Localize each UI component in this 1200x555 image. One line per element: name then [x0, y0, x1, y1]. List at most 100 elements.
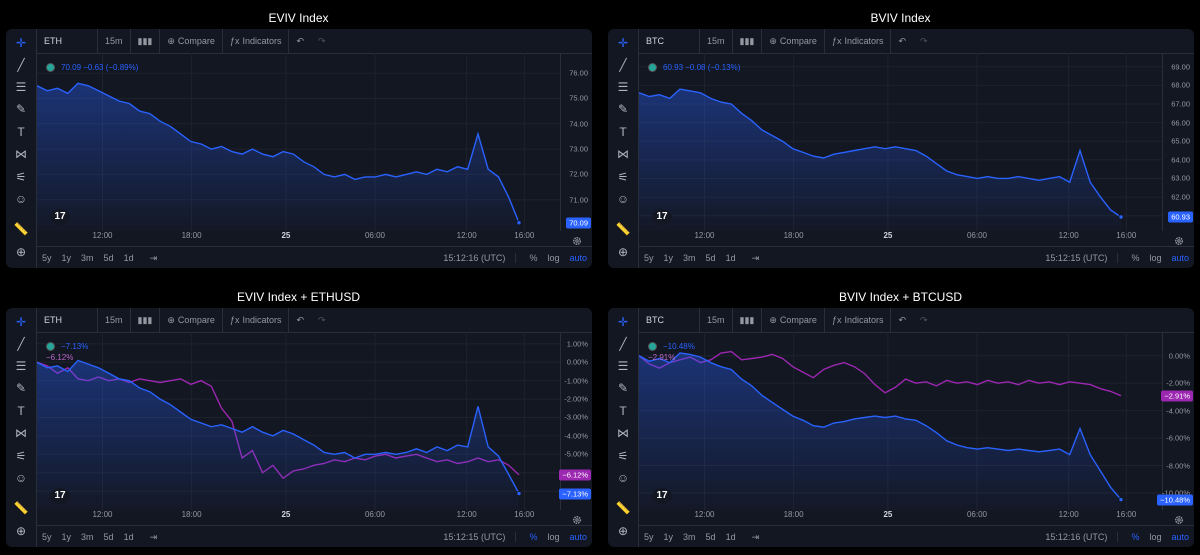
range-button[interactable]: 1d	[123, 253, 134, 263]
forecast-icon[interactable]: ⚟	[15, 170, 27, 184]
trend-line-icon[interactable]: ╱	[619, 58, 627, 72]
undo-button[interactable]: ↶	[891, 29, 913, 53]
brush-icon[interactable]: ✎	[617, 381, 629, 395]
zoom-icon[interactable]: ⊕	[617, 524, 629, 538]
undo-button[interactable]: ↶	[289, 308, 311, 332]
text-icon[interactable]: T	[17, 404, 25, 418]
indicators-button[interactable]: ƒx Indicators	[825, 29, 892, 53]
redo-button[interactable]: ↷	[311, 308, 333, 332]
chart-type-button[interactable]: ▮▮▮	[733, 29, 763, 53]
settings-gear-icon[interactable]	[1174, 233, 1184, 251]
chart-type-button[interactable]: ▮▮▮	[131, 308, 161, 332]
chart-plot[interactable]	[37, 332, 561, 510]
compare-button[interactable]: ⊕ Compare	[160, 29, 223, 53]
crosshair-icon[interactable]: ✛	[15, 36, 27, 50]
fib-icon[interactable]: ☰	[617, 80, 629, 94]
range-button[interactable]: 5y	[644, 532, 654, 542]
range-button[interactable]: 3m	[81, 253, 94, 263]
range-button[interactable]: 5y	[42, 532, 52, 542]
pattern-icon[interactable]: ⋈	[15, 426, 27, 440]
brush-icon[interactable]: ✎	[15, 102, 27, 116]
range-button[interactable]: 1y	[663, 532, 674, 542]
log-scale-toggle[interactable]: log	[1149, 532, 1162, 542]
symbol-button[interactable]: ETH	[37, 308, 98, 332]
percent-scale-toggle[interactable]: %	[1131, 253, 1140, 263]
undo-button[interactable]: ↶	[289, 29, 311, 53]
timezone-clock[interactable]: 15:12:15 (UTC)	[1040, 253, 1119, 263]
range-button[interactable]: 5d	[103, 253, 114, 263]
redo-button[interactable]: ↷	[913, 29, 935, 53]
redo-button[interactable]: ↷	[311, 29, 333, 53]
pattern-icon[interactable]: ⋈	[617, 147, 629, 161]
settings-gear-icon[interactable]	[1174, 512, 1184, 530]
ruler-icon[interactable]: 📏	[615, 501, 631, 515]
crosshair-icon[interactable]: ✛	[15, 315, 27, 329]
pattern-icon[interactable]: ⋈	[15, 147, 27, 161]
time-axis[interactable]: 12:00 18:00 25 06:00 12:00 16:00	[639, 510, 1163, 524]
chart-plot[interactable]	[639, 53, 1163, 231]
time-axis[interactable]: 12:00 18:00 25 06:00 12:00 16:00	[37, 510, 561, 524]
percent-scale-toggle[interactable]: %	[1131, 532, 1140, 542]
goto-date-icon[interactable]: ⇥	[751, 252, 760, 263]
range-button[interactable]: 5d	[705, 532, 716, 542]
indicators-button[interactable]: ƒx Indicators	[223, 308, 290, 332]
percent-scale-toggle[interactable]: %	[529, 253, 538, 263]
price-axis[interactable]: 1.00% 0.00% -1.00% -2.00% -3.00% -4.00% -5.00%…	[559, 332, 592, 510]
range-button[interactable]: 3m	[683, 253, 696, 263]
text-icon[interactable]: T	[619, 404, 627, 418]
log-scale-toggle[interactable]: log	[547, 532, 560, 542]
range-button[interactable]: 5d	[103, 532, 114, 542]
range-button[interactable]: 5d	[705, 253, 716, 263]
chart-plot[interactable]	[37, 53, 561, 231]
range-button[interactable]: 1d	[725, 532, 736, 542]
range-button[interactable]: 1d	[725, 253, 736, 263]
auto-scale-toggle[interactable]: auto	[1171, 253, 1189, 263]
redo-button[interactable]: ↷	[913, 308, 935, 332]
range-button[interactable]: 1y	[61, 253, 72, 263]
forecast-icon[interactable]: ⚟	[617, 449, 629, 463]
symbol-button[interactable]: BTC	[639, 308, 700, 332]
goto-date-icon[interactable]: ⇥	[149, 252, 158, 263]
interval-button[interactable]: 15m	[98, 29, 131, 53]
log-scale-toggle[interactable]: log	[1149, 253, 1162, 263]
interval-button[interactable]: 15m	[700, 308, 733, 332]
range-button[interactable]: 1y	[61, 532, 72, 542]
range-button[interactable]: 3m	[81, 532, 94, 542]
range-button[interactable]: 5y	[42, 253, 52, 263]
compare-button[interactable]: ⊕ Compare	[762, 29, 825, 53]
price-axis[interactable]: 69.00 68.00 67.00 66.00 65.00 64.00 63.00 62.00…	[1162, 53, 1194, 231]
chart-type-button[interactable]: ▮▮▮	[733, 308, 763, 332]
indicators-button[interactable]: ƒx Indicators	[223, 29, 290, 53]
ruler-icon[interactable]: 📏	[13, 222, 29, 236]
timezone-clock[interactable]: 15:12:16 (UTC)	[1040, 532, 1119, 542]
text-icon[interactable]: T	[17, 125, 25, 139]
fib-icon[interactable]: ☰	[617, 359, 629, 373]
time-axis[interactable]: 12:00 18:00 25 06:00 12:00 16:00	[37, 231, 561, 245]
percent-scale-toggle[interactable]: %	[529, 532, 538, 542]
ruler-icon[interactable]: 📏	[615, 222, 631, 236]
pattern-icon[interactable]: ⋈	[617, 426, 629, 440]
price-axis[interactable]: 76.00 75.00 74.00 73.00 72.00 71.00 70.09	[560, 53, 592, 231]
zoom-icon[interactable]: ⊕	[15, 245, 27, 259]
emoji-icon[interactable]: ☺	[616, 471, 630, 485]
fib-icon[interactable]: ☰	[15, 359, 27, 373]
emoji-icon[interactable]: ☺	[14, 192, 28, 206]
compare-button[interactable]: ⊕ Compare	[160, 308, 223, 332]
forecast-icon[interactable]: ⚟	[617, 170, 629, 184]
text-icon[interactable]: T	[619, 125, 627, 139]
trend-line-icon[interactable]: ╱	[17, 58, 25, 72]
forecast-icon[interactable]: ⚟	[15, 449, 27, 463]
symbol-button[interactable]: ETH	[37, 29, 98, 53]
time-axis[interactable]: 12:00 18:00 25 06:00 12:00 16:00	[639, 231, 1163, 245]
log-scale-toggle[interactable]: log	[547, 253, 560, 263]
brush-icon[interactable]: ✎	[15, 381, 27, 395]
range-button[interactable]: 3m	[683, 532, 696, 542]
fib-icon[interactable]: ☰	[15, 80, 27, 94]
trend-line-icon[interactable]: ╱	[619, 337, 627, 351]
emoji-icon[interactable]: ☺	[14, 471, 28, 485]
symbol-button[interactable]: BTC	[639, 29, 700, 53]
settings-gear-icon[interactable]	[572, 512, 582, 530]
brush-icon[interactable]: ✎	[617, 102, 629, 116]
crosshair-icon[interactable]: ✛	[617, 315, 629, 329]
chart-plot[interactable]	[639, 332, 1163, 510]
